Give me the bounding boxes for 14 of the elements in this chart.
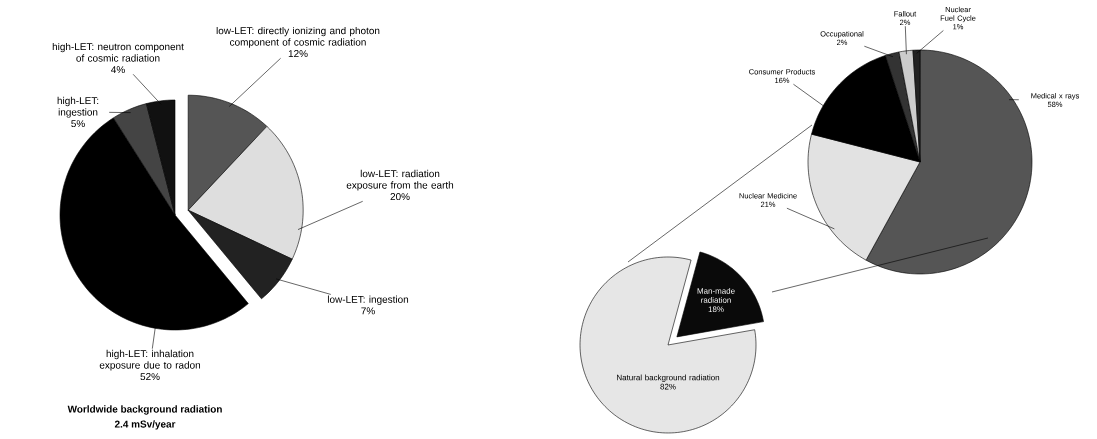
slice-label: low-LET: directly ionizing and photon component of cosmic radiation xyxy=(216,26,380,48)
data-label: 4% xyxy=(111,66,125,74)
slice-label: high-LET: neutron component of cosmic radiation xyxy=(52,42,184,62)
slice-label: high-LET: inhalation exposure due to radon xyxy=(99,349,201,371)
data-label: 5% xyxy=(71,120,85,128)
data-label: 7% xyxy=(361,307,375,315)
data-label: 52% xyxy=(140,373,160,381)
slice-label: low-LET: ingestion xyxy=(327,295,409,305)
slice-label: low-LET: radiation exposure from the earth xyxy=(346,169,454,191)
data-label: 12% xyxy=(288,50,308,58)
text: Worldwide background radiation xyxy=(67,405,222,415)
slice-label: high-LET: ingestion xyxy=(57,96,99,118)
text: 2.4 mSv/year xyxy=(114,420,176,430)
data-label: 20% xyxy=(390,193,410,201)
